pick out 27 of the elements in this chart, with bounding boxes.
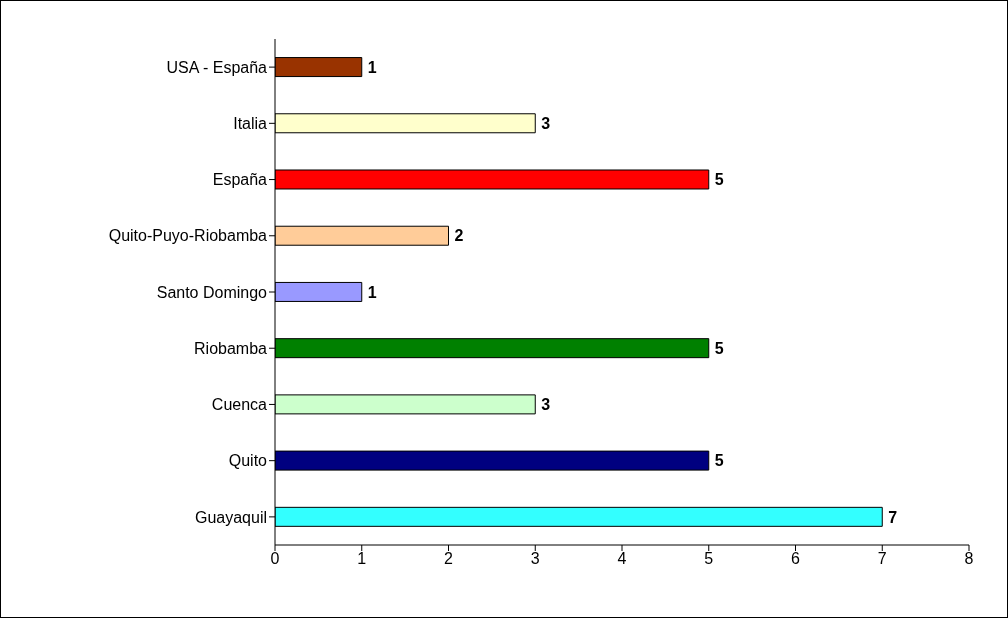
x-tick-label: 0 bbox=[270, 550, 280, 568]
y-tick-label: Santo Domingo bbox=[156, 283, 268, 301]
y-tick-label: Guayaquil bbox=[194, 508, 267, 526]
y-tick-label: Quito-Puyo-Riobamba bbox=[108, 227, 268, 245]
x-tick-label: 5 bbox=[704, 550, 714, 568]
data-label: 5 bbox=[714, 452, 724, 470]
y-tick-label: España bbox=[212, 171, 268, 189]
data-label: 2 bbox=[454, 227, 464, 245]
data-label: 3 bbox=[541, 114, 551, 132]
x-tick-label: 3 bbox=[530, 550, 540, 568]
data-label: 5 bbox=[714, 339, 724, 357]
x-tick-label: 2 bbox=[444, 550, 454, 568]
y-tick-label: USA - España bbox=[166, 58, 268, 76]
x-tick-label: 6 bbox=[791, 550, 801, 568]
data-label: 5 bbox=[714, 171, 724, 189]
x-tick-label: 1 bbox=[357, 550, 367, 568]
x-tick-label: 8 bbox=[964, 550, 974, 568]
x-tick-label: 4 bbox=[617, 550, 627, 568]
y-tick-label: Italia bbox=[233, 115, 268, 133]
data-label: 7 bbox=[888, 508, 898, 526]
data-label: 3 bbox=[541, 396, 551, 414]
y-tick-label: Cuenca bbox=[211, 396, 268, 414]
x-tick-label: 7 bbox=[877, 550, 887, 568]
data-label: 1 bbox=[367, 283, 377, 301]
y-tick-label: Quito bbox=[228, 452, 268, 470]
data-label: 1 bbox=[367, 58, 377, 76]
y-tick-label: Riobamba bbox=[194, 339, 268, 357]
